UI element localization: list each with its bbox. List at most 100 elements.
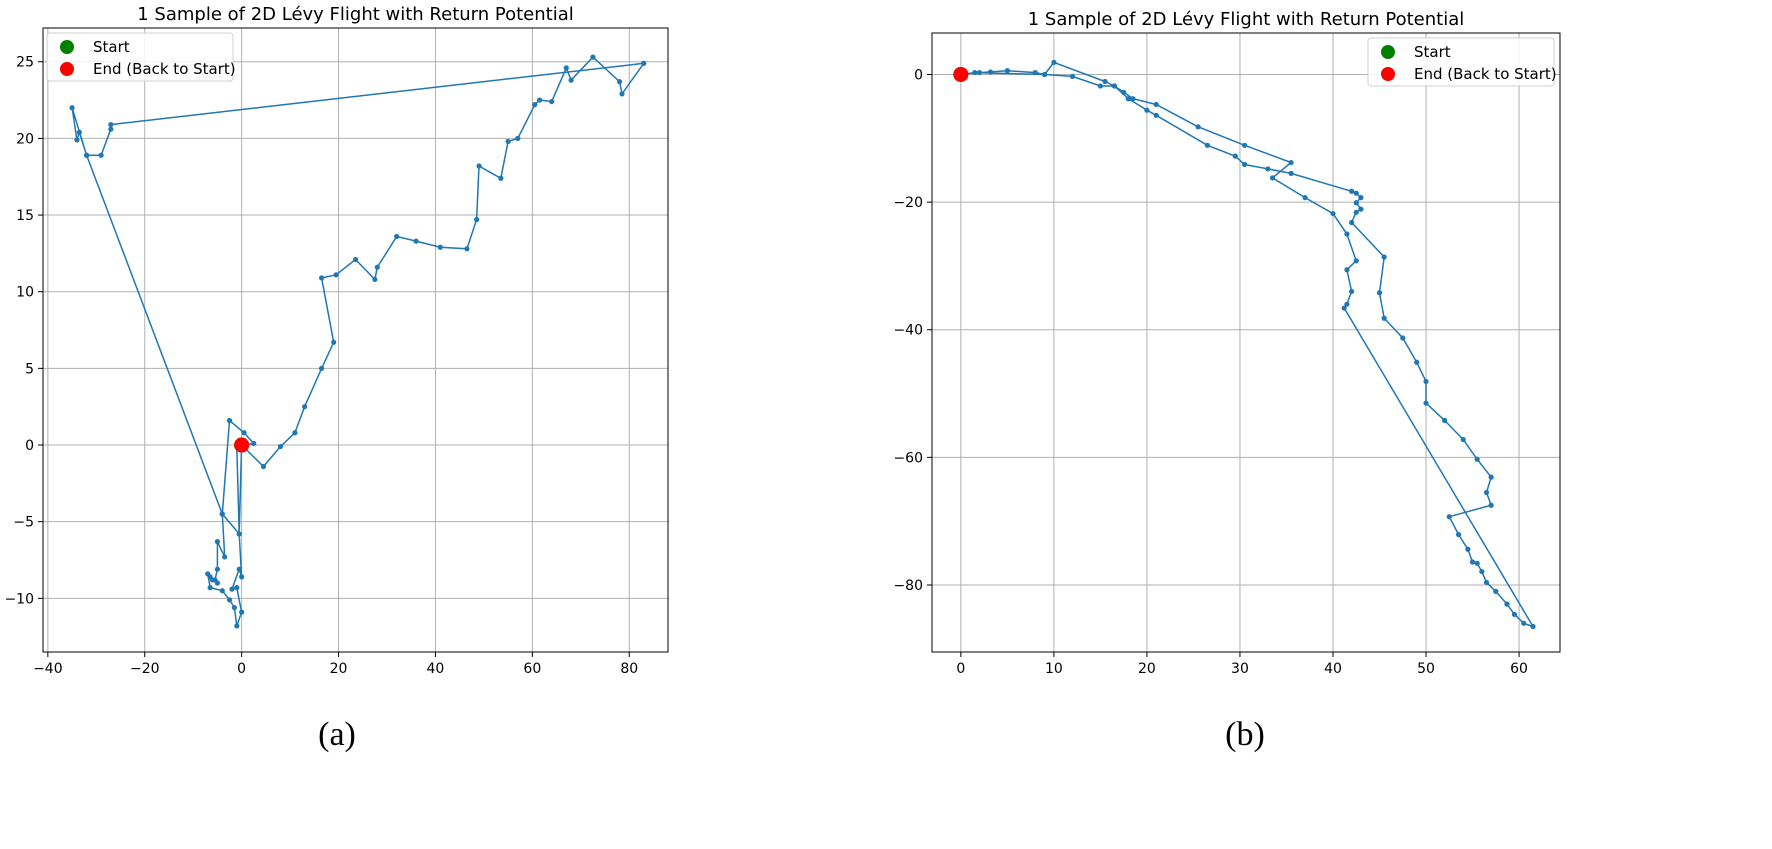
data-point <box>205 571 211 577</box>
data-point <box>1269 175 1276 181</box>
data-point <box>1348 288 1355 295</box>
x-tick-label: 60 <box>523 661 541 677</box>
data-point <box>1455 531 1462 538</box>
x-tick-label: 40 <box>1324 661 1342 677</box>
legend-label: End (Back to Start) <box>93 60 236 78</box>
legend-label: End (Back to Start) <box>1414 65 1557 83</box>
data-point <box>1288 170 1294 176</box>
data-point <box>1111 83 1117 89</box>
data-point <box>374 264 380 270</box>
x-tick-label: 40 <box>427 661 445 677</box>
data-point <box>236 566 242 572</box>
data-point <box>1125 96 1131 102</box>
y-tick-label: −40 <box>893 323 923 339</box>
data-point <box>568 77 574 83</box>
data-point <box>1442 417 1448 423</box>
data-point <box>641 60 647 66</box>
data-point <box>74 137 80 143</box>
data-point <box>1242 161 1248 168</box>
x-tick-label: −40 <box>33 661 63 677</box>
x-tick-label: 30 <box>1231 661 1249 677</box>
data-point <box>1358 195 1364 201</box>
grid <box>43 28 668 652</box>
data-point <box>1130 96 1136 102</box>
x-tick-label: 0 <box>237 661 246 677</box>
data-point <box>69 105 75 111</box>
data-point <box>474 217 480 223</box>
data-point <box>1400 335 1406 341</box>
data-point <box>251 440 257 447</box>
data-point <box>972 69 978 76</box>
data-point <box>464 246 470 252</box>
data-point <box>1353 258 1359 264</box>
data-point <box>394 233 400 240</box>
data-point <box>1469 559 1476 565</box>
plot-frame <box>931 32 1561 653</box>
data-point <box>234 623 240 629</box>
data-point <box>108 126 114 132</box>
data-point <box>1344 301 1350 307</box>
data-point <box>590 54 596 60</box>
data-point <box>616 79 623 85</box>
grid <box>932 33 1560 652</box>
data-point <box>1358 206 1364 212</box>
data-point <box>549 98 555 105</box>
data-point <box>498 175 504 181</box>
data-point <box>1381 254 1387 260</box>
data-point <box>239 609 245 615</box>
data-point <box>1511 611 1518 617</box>
legend: Start End (Back to Start) <box>46 32 236 82</box>
data-point <box>1041 71 1048 78</box>
data-point <box>1423 400 1429 406</box>
data-point <box>1488 502 1494 508</box>
data-point <box>1341 305 1347 311</box>
data-point <box>277 443 284 450</box>
data-point <box>1376 290 1383 296</box>
data-point <box>1479 568 1485 575</box>
data-point <box>1521 620 1527 626</box>
data-point <box>214 566 221 572</box>
y-tick-label: 20 <box>16 131 34 147</box>
data-point <box>1423 378 1429 385</box>
data-point <box>231 604 237 611</box>
data-point <box>318 365 325 371</box>
data-point <box>1483 579 1490 586</box>
data-point <box>76 129 82 135</box>
y-tick-label: 0 <box>914 67 923 83</box>
data-point <box>619 91 625 97</box>
data-point <box>1348 188 1355 194</box>
data-point <box>1460 436 1466 443</box>
subfigure-caption: (a) <box>318 716 356 753</box>
subfigure-caption: (b) <box>1225 716 1265 753</box>
data-point <box>1069 73 1076 79</box>
data-point <box>537 97 543 103</box>
data-point <box>236 531 242 537</box>
data-point <box>505 138 511 145</box>
data-point <box>214 580 221 586</box>
end-marker <box>234 437 250 453</box>
data-point <box>1204 142 1210 148</box>
legend-marker <box>60 40 74 54</box>
data-point <box>1032 69 1038 76</box>
chart-a: −40 −20 0 20 40 60 80 −10 −5 0 5 10 15 20 25 1 Sample o… <box>4 4 669 753</box>
data-point <box>1353 209 1359 215</box>
x-tick-label: 0 <box>956 661 965 677</box>
x-tick-label: 50 <box>1417 661 1435 677</box>
data-point <box>1381 315 1387 321</box>
data-point <box>1353 190 1359 196</box>
data-point <box>1474 456 1480 462</box>
data-point <box>1195 124 1201 130</box>
x-tick-label: 80 <box>620 661 638 677</box>
chart-title: 1 Sample of 2D Lévy Flight with Return P… <box>137 4 574 25</box>
data-point <box>222 554 228 560</box>
plot-frame <box>42 27 669 653</box>
data-point <box>84 152 90 158</box>
data-point <box>302 404 308 410</box>
data-point <box>1051 59 1057 65</box>
data-point <box>1144 107 1150 113</box>
x-tick-label: 60 <box>1510 661 1528 677</box>
series-points <box>958 59 1536 630</box>
data-point <box>1153 101 1159 108</box>
data-point <box>1232 153 1238 159</box>
data-point <box>1493 588 1499 594</box>
